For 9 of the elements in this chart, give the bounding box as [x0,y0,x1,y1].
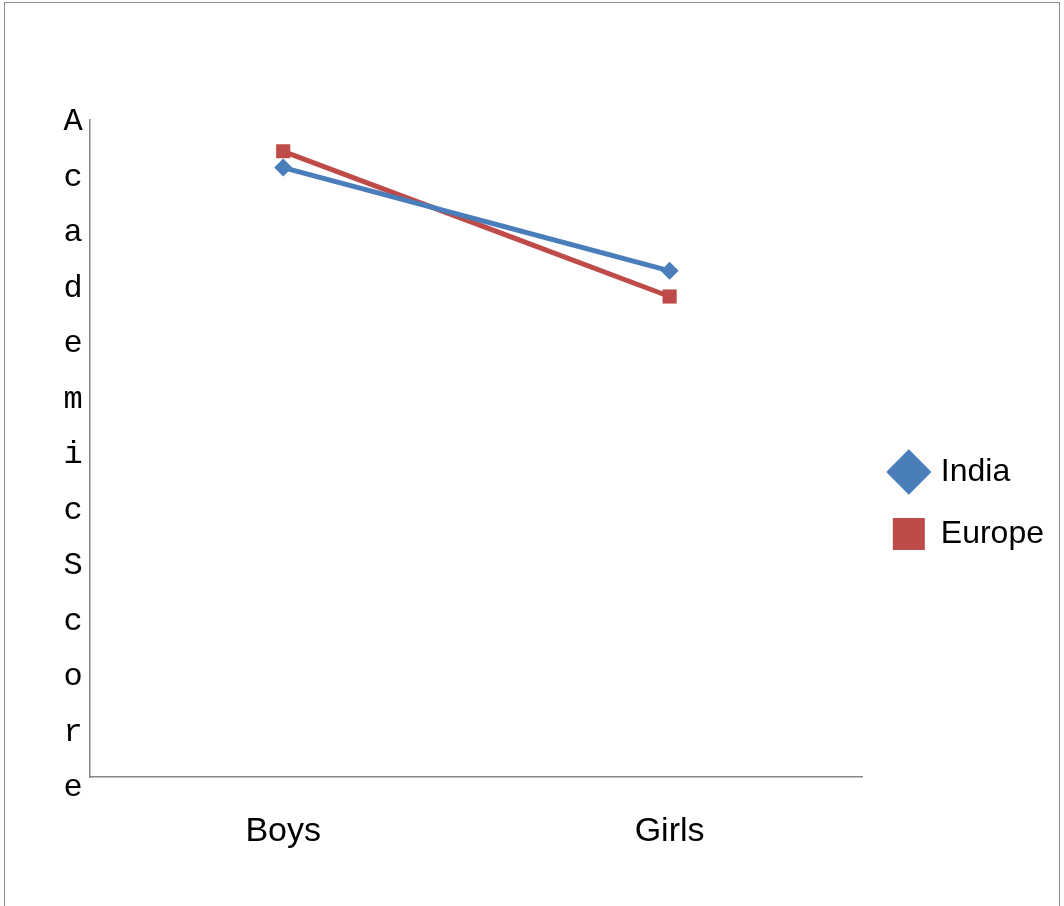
x-tick-label: Girls [634,809,705,848]
legend-label: India [940,451,1011,488]
legend-label: Europe [940,513,1044,550]
point [662,289,677,304]
x-tick-label: Boys [245,809,321,848]
point [274,158,293,177]
point [276,144,291,159]
text: AcademicScore [63,103,83,806]
point [660,261,679,280]
